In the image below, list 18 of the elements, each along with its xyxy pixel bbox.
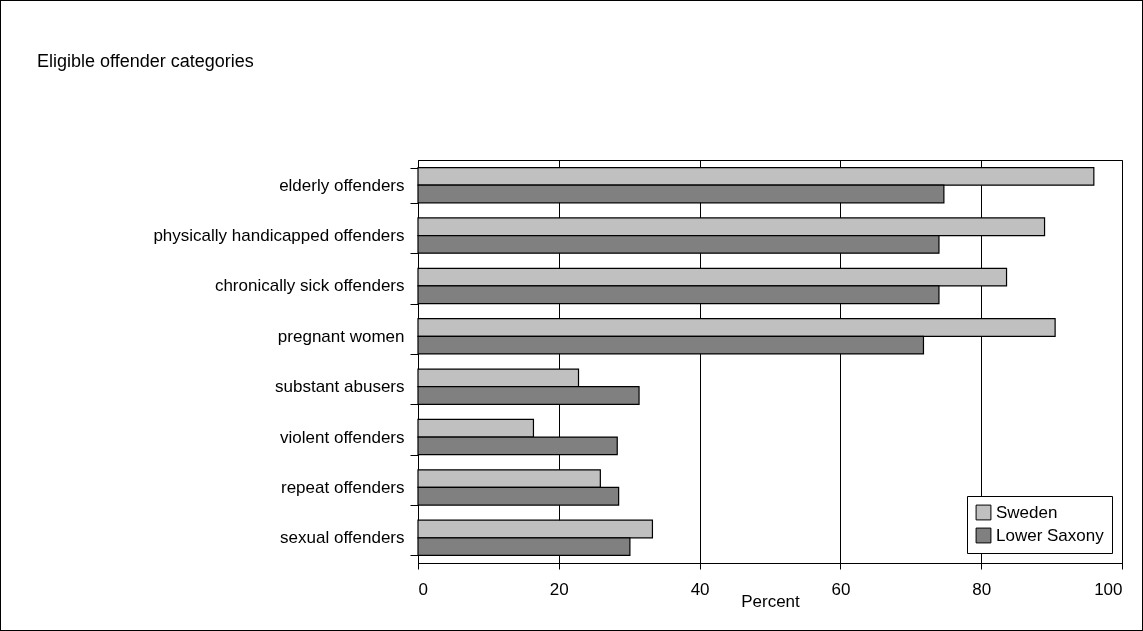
x-tick-label: 0 xyxy=(418,579,428,599)
y-tick-label: sexual offenders xyxy=(280,528,405,548)
x-tick-label: 100 xyxy=(1094,579,1123,599)
legend-label: Sweden xyxy=(996,502,1058,522)
x-tick-label: 80 xyxy=(972,579,992,599)
y-tick-label: substant abusers xyxy=(275,377,405,397)
y-tick-label: chronically sick offenders xyxy=(214,276,405,296)
legend-label: Lower Saxony xyxy=(996,525,1105,545)
y-tick-label: violent offenders xyxy=(280,427,405,447)
y-tick-label: elderly offenders xyxy=(279,175,405,195)
y-tick-label: physically handicapped offenders xyxy=(153,226,405,246)
y-tick-label: pregnant women xyxy=(277,326,405,346)
text: Eligible offender categories xyxy=(36,51,254,71)
x-tick-label: 40 xyxy=(690,579,710,599)
x-tick-label: 60 xyxy=(831,579,851,599)
x-axis-title: Percent xyxy=(741,591,801,611)
y-tick-label: repeat offenders xyxy=(281,477,405,497)
x-tick-label: 20 xyxy=(549,579,569,599)
